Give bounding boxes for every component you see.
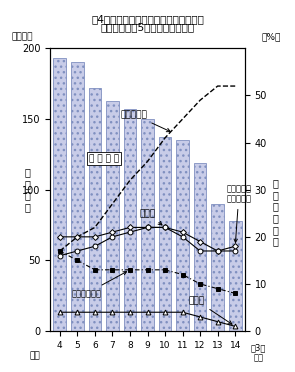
Text: 産業別（主な5業種）構成の状況: 産業別（主な5業種）構成の状況 [100, 22, 195, 32]
Text: 年3月
卒業: 年3月 卒業 [250, 343, 266, 363]
Bar [141, 119, 154, 331]
Text: 金融・保険業: 金融・保険業 [71, 272, 127, 298]
Bar [176, 140, 189, 331]
Y-axis label: 産
業
別
構
成
比: 産 業 別 構 成 比 [272, 178, 278, 246]
Text: 建設業: 建設業 [189, 296, 232, 324]
Text: 卸売・小売
業、飲食店: 卸売・小売 業、飲食店 [227, 185, 251, 243]
Bar [71, 62, 84, 331]
Bar [194, 163, 206, 331]
Bar [124, 109, 136, 331]
Bar [159, 137, 171, 331]
Text: （千人）: （千人） [12, 32, 33, 41]
Text: サービス業: サービス業 [120, 110, 170, 132]
Bar [106, 101, 119, 331]
Bar [88, 88, 101, 331]
Bar [53, 58, 66, 331]
Text: 製造業: 製造業 [140, 209, 162, 225]
Text: 図4　短期大学（本科）卒業者の就職先: 図4 短期大学（本科）卒業者の就職先 [91, 14, 204, 24]
Bar [211, 204, 224, 331]
Text: （%）: （%） [261, 32, 281, 41]
Bar [229, 221, 242, 331]
Text: 就 職 者 数: 就 職 者 数 [88, 154, 119, 163]
Text: 平成: 平成 [30, 351, 40, 360]
Y-axis label: 就
職
者
数: 就 職 者 数 [25, 167, 31, 212]
